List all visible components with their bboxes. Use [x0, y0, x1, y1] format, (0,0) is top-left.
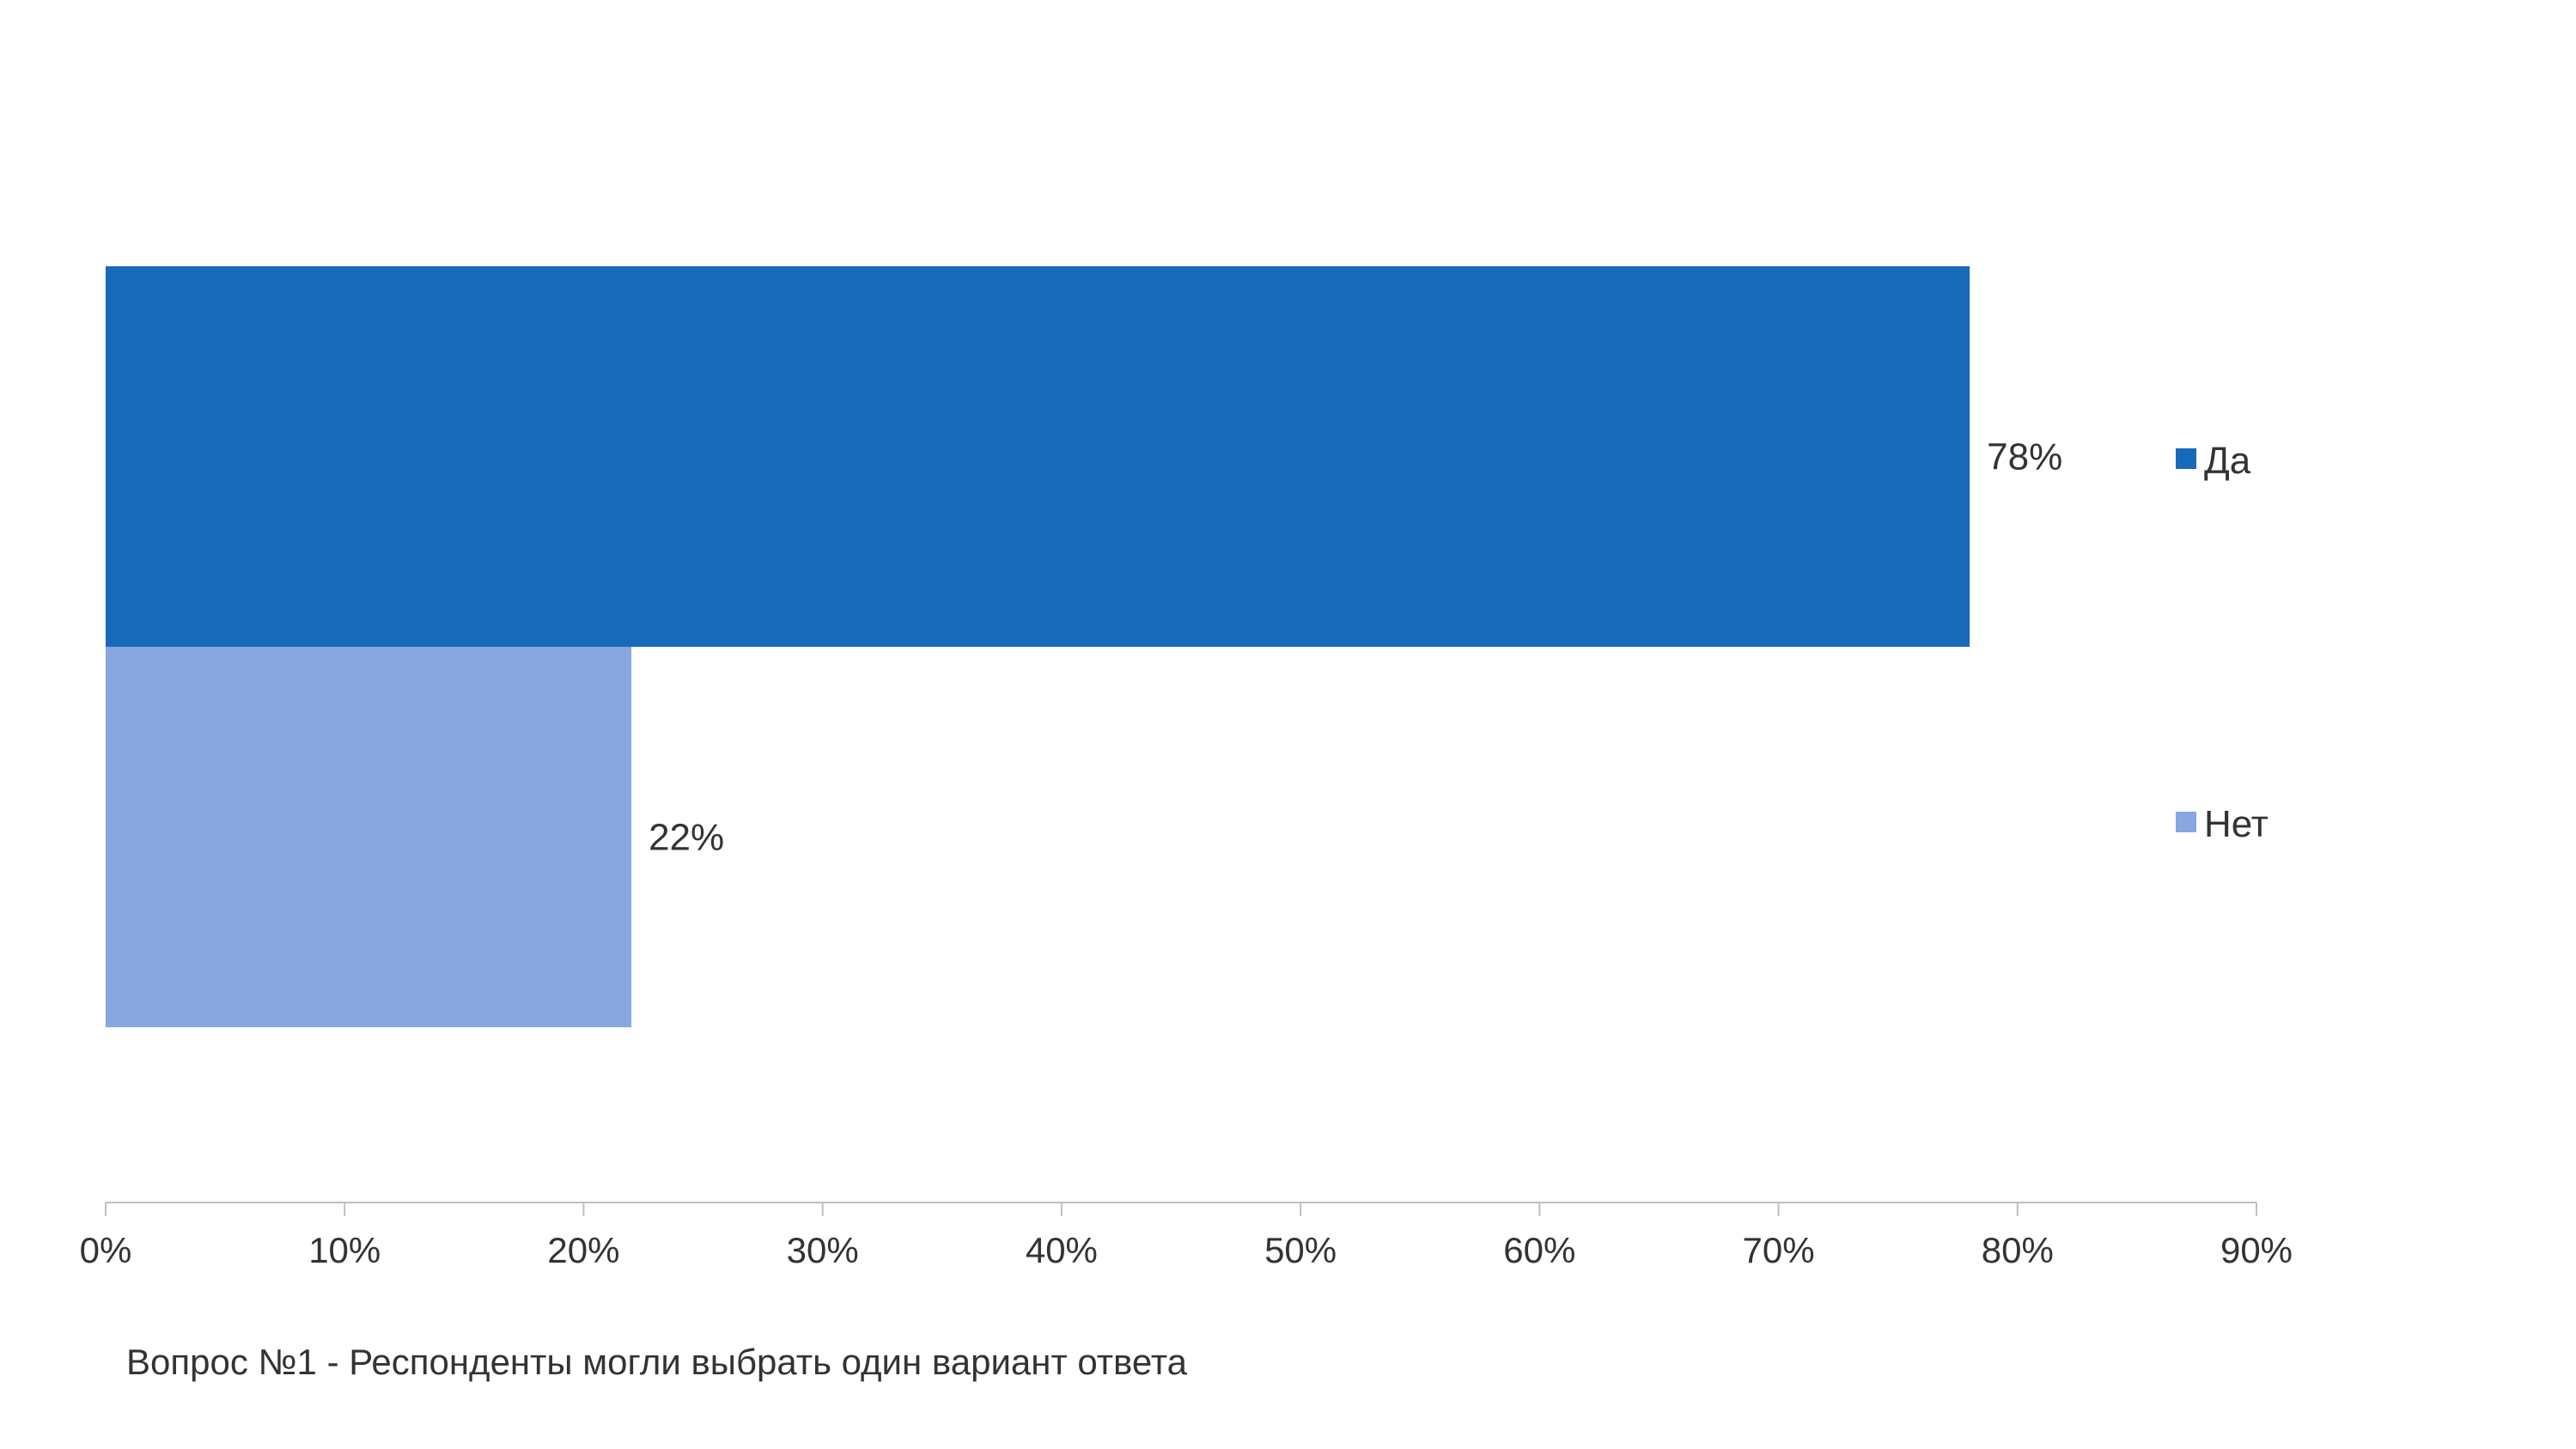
- x-tick-label-2: 20%: [547, 1230, 619, 1270]
- x-tick-label-6: 60%: [1503, 1230, 1575, 1270]
- x-axis: 0% 10% 20% 30% 40% 50% 60% 70% 80% 90%: [80, 1202, 2293, 1270]
- legend-label-1: Да: [2204, 440, 2251, 482]
- x-tick-label-9: 90%: [2220, 1230, 2293, 1270]
- bar-2: [106, 647, 632, 1027]
- x-tick-label-0: 0%: [80, 1230, 132, 1270]
- x-tick-label-4: 40%: [1026, 1230, 1098, 1270]
- legend-swatch-1: [2176, 448, 2196, 469]
- x-tick-label-3: 30%: [787, 1230, 859, 1270]
- bar-1: [106, 266, 1970, 647]
- legend-swatch-2: [2176, 812, 2196, 832]
- data-label-2: 22%: [649, 817, 724, 859]
- chart-footnote: Вопрос №1 - Респонденты могли выбрать од…: [126, 1342, 1187, 1382]
- data-labels-group: 78% 22%: [649, 436, 2062, 859]
- x-tick-label-7: 70%: [1743, 1230, 1815, 1270]
- x-tick-label-1: 10%: [308, 1230, 381, 1270]
- legend: Да Нет: [2176, 440, 2268, 845]
- bars-group: [106, 266, 1970, 1027]
- data-label-1: 78%: [1987, 436, 2062, 478]
- x-tick-label-5: 50%: [1264, 1230, 1337, 1270]
- x-tick-label-8: 80%: [1982, 1230, 2054, 1270]
- legend-label-2: Нет: [2204, 803, 2268, 845]
